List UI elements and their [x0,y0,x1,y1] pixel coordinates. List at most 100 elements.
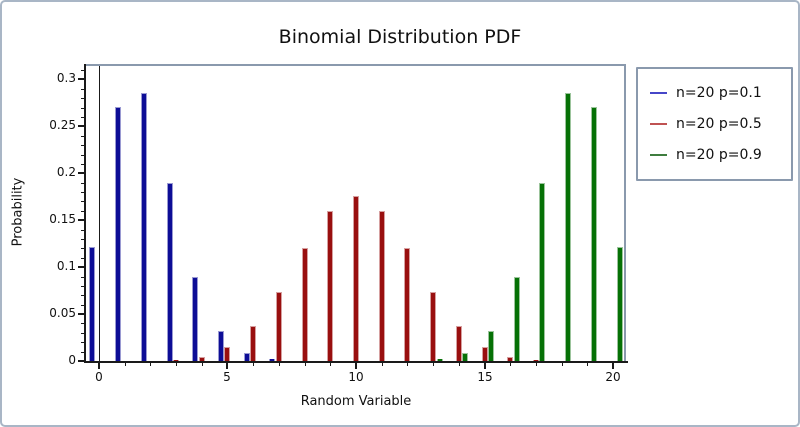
y-minor-tick [81,70,84,71]
x-minor-tick [279,363,280,366]
bar [269,359,275,361]
y-tick [78,125,84,127]
y-tick-label: 0 [68,353,76,367]
x-minor-tick [202,363,203,366]
x-minor-tick [253,363,254,366]
bar [617,247,623,361]
x-tick-label: 10 [348,370,364,384]
bar [89,247,95,361]
chart-title: Binomial Distribution PDF [278,26,522,48]
plot-area [86,64,626,361]
y-tick-label: 0.15 [49,212,76,226]
y-axis-spine [84,64,86,363]
y-tick [78,360,84,362]
y-axis-label: Probability [10,177,26,247]
y-minor-tick [81,155,84,156]
y-tick [78,313,84,315]
y-tick-label: 0.1 [56,259,76,273]
x-minor-tick [459,363,460,366]
y-tick [78,266,84,268]
y-tick [78,78,84,80]
legend-line-swatch [650,122,667,125]
x-tick-label: 0 [95,370,103,384]
y-minor-tick [81,192,84,193]
legend-label: n=20 p=0.9 [676,147,762,164]
y-minor-tick [81,258,84,259]
y-minor-tick [81,277,84,278]
y-tick [78,219,84,221]
x-minor-tick [587,363,588,366]
bar [353,196,359,361]
x-minor-tick [536,363,537,366]
x-minor-tick [562,363,563,366]
bar [482,347,488,361]
bar [115,107,121,361]
y-tick-label: 0.3 [56,71,76,85]
y-tick-label: 0.2 [56,165,76,179]
y-minor-tick [81,305,84,306]
legend-item: n=20 p=0.9 [650,147,791,163]
bar [462,353,468,361]
bar [379,211,385,361]
y-minor-tick [81,239,84,240]
y-tick-label: 0.05 [49,306,76,320]
y-minor-tick [81,342,84,343]
y-minor-tick [81,211,84,212]
bar [437,359,443,361]
x-minor-tick [125,363,126,366]
legend-label: n=20 p=0.1 [676,84,762,101]
bar [507,357,513,361]
bar [430,292,436,361]
legend-item: n=20 p=0.1 [650,85,791,101]
bar [456,326,462,361]
bar [141,93,147,361]
y-minor-tick [81,333,84,334]
y-minor-tick [81,248,84,249]
y-minor-tick [81,323,84,324]
y-minor-tick [81,117,84,118]
legend-line-swatch [650,91,667,94]
bar [539,183,545,361]
x-minor-tick [150,363,151,366]
y-minor-tick [81,201,84,202]
x-axis-spine [84,361,628,363]
bar [302,248,308,361]
bar [533,360,539,361]
y-minor-tick [81,183,84,184]
bar [167,183,173,361]
y-minor-tick [81,98,84,99]
x-tick [484,363,486,369]
y-minor-tick [81,136,84,137]
bar [591,107,597,361]
y-tick [78,172,84,174]
x-tick [226,363,228,369]
y-minor-tick [81,108,84,109]
x-minor-tick [433,363,434,366]
bar [276,292,282,361]
x-minor-tick [330,363,331,366]
x-tick [98,363,100,369]
bar [192,277,198,361]
bar [173,360,179,361]
bar [244,353,250,361]
bar [250,326,256,361]
legend-item: n=20 p=0.5 [650,116,791,132]
y-minor-tick [81,230,84,231]
y-minor-tick [81,89,84,90]
x-axis-label: Random Variable [300,394,412,409]
legend-line-swatch [650,154,667,157]
zero-line [99,66,100,361]
x-minor-tick [382,363,383,366]
x-minor-tick [305,363,306,366]
bar [224,347,230,361]
x-minor-tick [176,363,177,366]
legend-label: n=20 p=0.5 [676,115,762,132]
x-minor-tick [407,363,408,366]
x-tick-label: 5 [223,370,231,384]
y-minor-tick [81,286,84,287]
bar [199,357,205,361]
bar [565,93,571,361]
bar [404,248,410,361]
bar [218,331,224,361]
